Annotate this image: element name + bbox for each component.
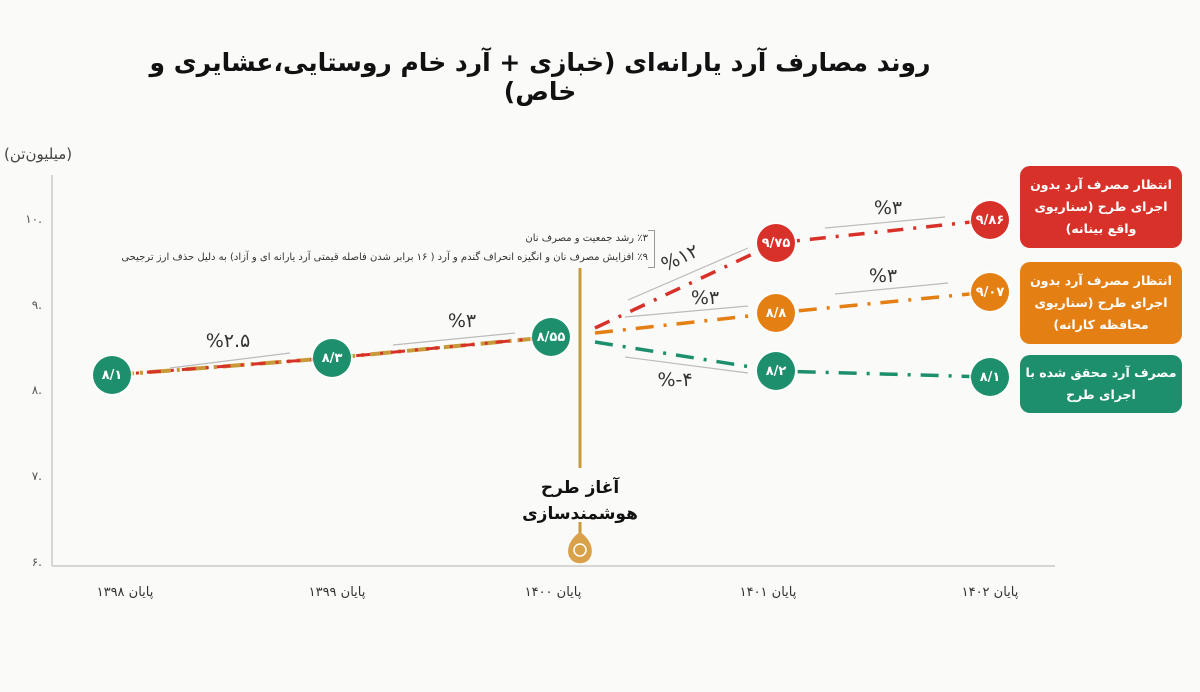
program-start-line1: آغاز طرح — [540, 478, 620, 498]
data-point-orange-1402: ۹/۰۷ — [971, 273, 1009, 311]
data-point-orange-1401: ۸/۸ — [757, 294, 795, 332]
x-tick-1398: پایان ۱۳۹۸ — [96, 585, 154, 600]
x-tick-1402: پایان ۱۴۰۲ — [961, 585, 1019, 600]
y-tick-9: ۹. — [31, 298, 42, 312]
legend-actual-consumption: مصرف آرد محقق شده با اجرای طرح — [1020, 355, 1182, 413]
data-point-red-1402: ۹/۸۶ — [971, 201, 1009, 239]
growth-label-red-1402: %۳ — [873, 197, 903, 219]
y-tick-6: ۶. — [31, 555, 42, 569]
y-axis-unit-label: (میلیون‌تن) — [4, 145, 73, 163]
growth-label-1399-1400: %۳ — [447, 310, 477, 332]
x-tick-1400: پایان ۱۴۰۰ — [524, 585, 582, 600]
annotation-population-growth: ٪۳ رشد جمعیت و مصرف نان — [525, 233, 648, 244]
wheat-icon — [574, 542, 586, 556]
data-point-green-1401: ۸/۲ — [757, 352, 795, 390]
data-point-green-1402: ۸/۱ — [971, 358, 1009, 396]
x-tick-1401: پایان ۱۴۰۱ — [739, 585, 797, 600]
legend-conservative-scenario: انتظار مصرف آرد بدون اجرای طرح (سناریوی … — [1020, 262, 1182, 344]
data-point-1398: ۸/۱ — [93, 356, 131, 394]
annotation-bracket — [648, 230, 655, 268]
program-start-label: آغاز طرح هوشمندسازی — [520, 475, 640, 527]
growth-label-orange-1401: %۳ — [690, 287, 720, 309]
data-point-1400: ۸/۵۵ — [532, 318, 570, 356]
growth-label-green-1401: %-۴ — [657, 369, 693, 391]
data-point-red-1401: ۹/۷۵ — [757, 224, 795, 262]
y-tick-10: ۱۰. — [25, 212, 42, 226]
data-point-1399: ۸/۳ — [313, 339, 351, 377]
annotation-consumption-increase: ٪۹ افزایش مصرف نان و انگیزه انحراف گندم … — [121, 252, 648, 263]
chart-title: روند مصارف آرد یارانه‌ای (خبازی + آرد خا… — [149, 48, 931, 106]
growth-label-orange-1402: %۳ — [868, 265, 898, 287]
x-tick-1399: پایان ۱۳۹۹ — [308, 585, 366, 600]
program-start-line2: هوشمندسازی — [522, 504, 638, 524]
y-tick-7: ۷. — [31, 469, 42, 483]
legend-realistic-scenario: انتظار مصرف آرد بدون اجرای طرح (سناریوی … — [1020, 166, 1182, 248]
growth-label-1398-1399: %۲.۵ — [205, 330, 251, 352]
y-tick-8: ۸. — [31, 383, 42, 397]
